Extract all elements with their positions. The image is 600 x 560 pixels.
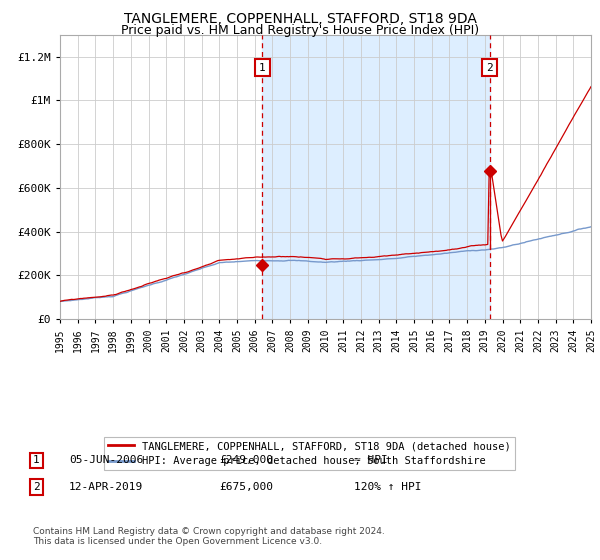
Text: 120% ↑ HPI: 120% ↑ HPI [354,482,421,492]
Text: 1: 1 [33,455,40,465]
Text: Contains HM Land Registry data © Crown copyright and database right 2024.
This d: Contains HM Land Registry data © Crown c… [33,526,385,546]
Text: 05-JUN-2006: 05-JUN-2006 [69,455,143,465]
Legend: TANGLEMERE, COPPENHALL, STAFFORD, ST18 9DA (detached house), HPI: Average price,: TANGLEMERE, COPPENHALL, STAFFORD, ST18 9… [104,437,515,470]
Text: £249,000: £249,000 [219,455,273,465]
Text: 1: 1 [259,63,266,73]
Bar [262,35,490,319]
Text: ≈ HPI: ≈ HPI [354,455,388,465]
Text: 2: 2 [487,63,493,73]
Text: 12-APR-2019: 12-APR-2019 [69,482,143,492]
Text: TANGLEMERE, COPPENHALL, STAFFORD, ST18 9DA: TANGLEMERE, COPPENHALL, STAFFORD, ST18 9… [124,12,476,26]
Text: 2: 2 [33,482,40,492]
Text: £675,000: £675,000 [219,482,273,492]
Text: Price paid vs. HM Land Registry's House Price Index (HPI): Price paid vs. HM Land Registry's House … [121,24,479,37]
